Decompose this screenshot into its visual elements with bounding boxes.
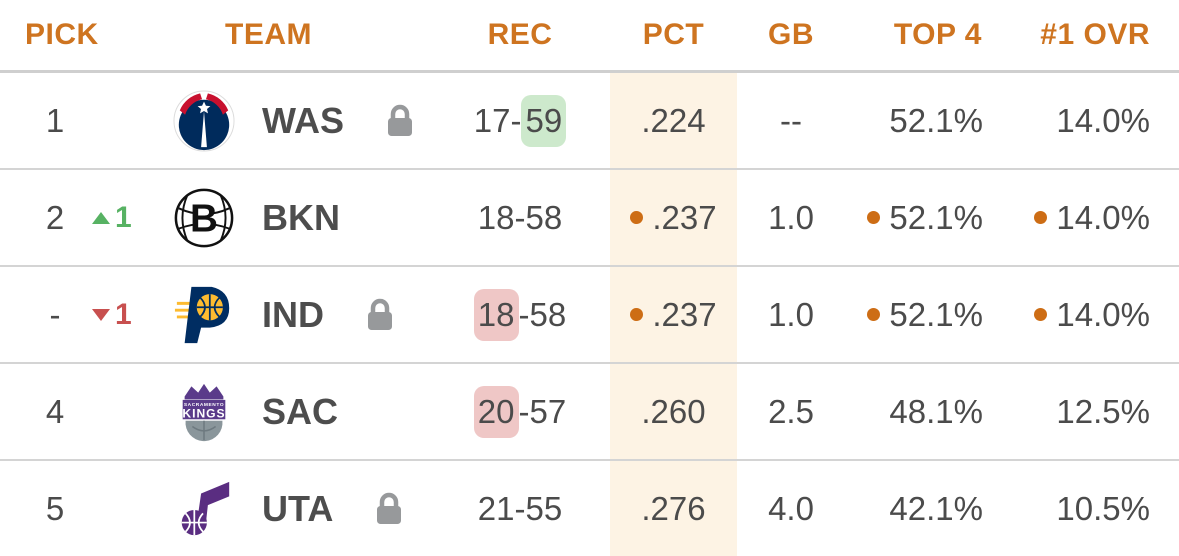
team-logo-uta[interactable] xyxy=(172,477,236,541)
number-one-overall-cell: 14.0% xyxy=(1056,101,1150,139)
gb-cell: 2.5 xyxy=(768,392,814,430)
rec-cell: 20 -57 xyxy=(430,364,610,459)
pick-number: 5 xyxy=(45,489,65,527)
pick-number: 2 xyxy=(45,198,65,236)
team-cell[interactable]: IND xyxy=(150,267,430,362)
rec-cell: 18-58 xyxy=(477,198,563,236)
gb-cell: 1.0 xyxy=(768,295,814,333)
team-abbr[interactable]: BKN xyxy=(262,196,340,238)
column-header-rec[interactable]: REC xyxy=(487,18,553,51)
rank-up-icon xyxy=(92,211,110,224)
gb-cell: 4.0 xyxy=(768,489,814,527)
team-cell[interactable]: SACRAMENTO KINGS SAC xyxy=(150,364,430,459)
team-cell[interactable]: B BKN xyxy=(150,170,430,265)
pick-cell: 4 xyxy=(0,364,150,459)
rec-cell: 17- 59 xyxy=(430,73,610,168)
team-logo-was[interactable] xyxy=(172,89,236,153)
gb-cell: -- xyxy=(780,101,802,139)
top4-cell: 42.1% xyxy=(889,489,983,527)
gb-cell: 1.0 xyxy=(768,198,814,236)
pick-number: - xyxy=(49,295,61,333)
lock-icon xyxy=(385,104,415,138)
number-one-overall-cell: 14.0% xyxy=(990,267,1179,362)
table-row[interactable]: 4 SACRAMENTO KINGS SAC xyxy=(0,362,1179,459)
team-logo-sac[interactable]: SACRAMENTO KINGS xyxy=(172,380,236,444)
pick-cell: 2 1 xyxy=(0,170,150,265)
pct-cell: .276 xyxy=(610,461,737,556)
top4-cell: 52.1% xyxy=(845,170,990,265)
top4-cell: 48.1% xyxy=(889,392,983,430)
column-header-top4[interactable]: TOP 4 xyxy=(893,18,982,51)
pct-cell: .260 xyxy=(610,364,737,459)
tie-dot-icon xyxy=(867,211,881,224)
rec-cell: 18-58 xyxy=(430,267,610,362)
record-highlight: 20 xyxy=(473,385,519,438)
team-cell[interactable]: UTA xyxy=(150,461,430,556)
table-row[interactable]: - 1 IND xyxy=(0,265,1179,362)
number-one-overall-cell: 14.0% xyxy=(990,170,1179,265)
tie-dot-icon xyxy=(1034,211,1048,224)
team-logo-bkn[interactable]: B xyxy=(172,186,236,250)
lock-icon xyxy=(365,298,395,332)
pick-cell: - 1 xyxy=(0,267,150,362)
svg-text:SACRAMENTO: SACRAMENTO xyxy=(184,402,224,408)
top4-cell: 52.1% xyxy=(889,101,983,139)
rank-down-icon xyxy=(92,308,110,321)
pick-cell: 5 xyxy=(0,461,150,556)
column-header-pct[interactable]: PCT xyxy=(642,18,705,51)
team-abbr[interactable]: UTA xyxy=(262,487,334,529)
tie-dot-icon xyxy=(1034,308,1048,321)
team-abbr[interactable]: WAS xyxy=(262,99,345,141)
pick-cell: 1 xyxy=(0,73,150,168)
tie-dot-icon xyxy=(630,211,644,224)
column-header-gb[interactable]: GB xyxy=(768,18,814,51)
rank-change: 1 xyxy=(92,201,132,235)
top4-cell: 52.1% xyxy=(845,267,990,362)
column-header-pick[interactable]: PICK xyxy=(25,18,99,51)
table-row[interactable]: 1 WAS 17- 59 .224 xyxy=(0,73,1179,168)
pct-cell: .224 xyxy=(610,73,737,168)
tie-dot-icon xyxy=(630,308,644,321)
number-one-overall-cell: 12.5% xyxy=(1056,392,1150,430)
team-abbr[interactable]: IND xyxy=(262,293,324,335)
rank-change: 1 xyxy=(92,298,132,332)
pick-number: 1 xyxy=(45,101,65,139)
team-cell[interactable]: WAS xyxy=(150,73,430,168)
tie-dot-icon xyxy=(867,308,881,321)
table-row[interactable]: 5 UTA 21-5 xyxy=(0,459,1179,556)
table-row[interactable]: 2 1 B BKN 18-58 xyxy=(0,168,1179,265)
record-highlight: 59 xyxy=(521,94,567,147)
team-logo-ind[interactable] xyxy=(172,283,236,347)
column-header-1ovr[interactable]: #1 OVR xyxy=(1040,18,1150,51)
table-header-row: PICK TEAM REC PCT GB TOP 4 #1 OVR xyxy=(0,0,1179,73)
svg-text:B: B xyxy=(190,197,218,240)
svg-text:KINGS: KINGS xyxy=(182,406,225,420)
team-abbr[interactable]: SAC xyxy=(262,390,339,432)
lock-icon xyxy=(374,492,404,526)
column-header-team[interactable]: TEAM xyxy=(225,18,312,51)
pct-cell: .237 xyxy=(610,170,737,265)
number-one-overall-cell: 10.5% xyxy=(1056,489,1150,527)
pick-number: 4 xyxy=(45,392,65,430)
rec-cell: 21-55 xyxy=(477,489,563,527)
record-highlight: 18 xyxy=(473,288,519,341)
pct-cell: .237 xyxy=(610,267,737,362)
